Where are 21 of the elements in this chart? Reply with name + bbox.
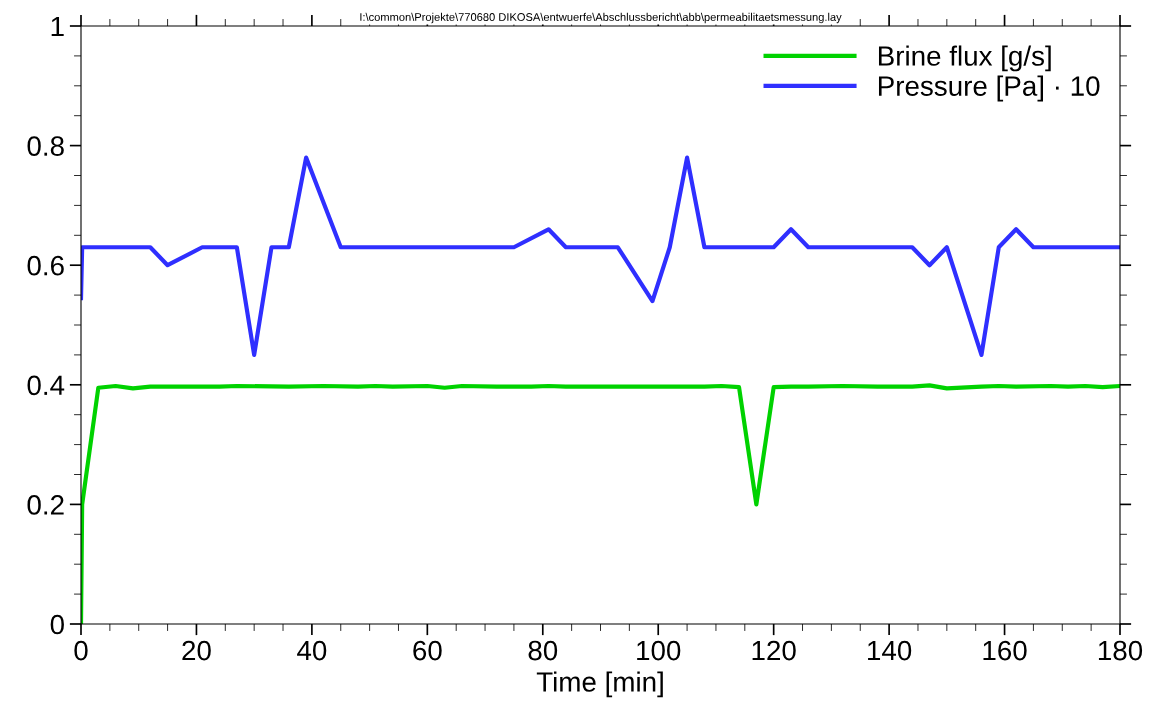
- text: I:\common\Projekte\770680 DIKOSA\entwuerfe\Abschlussbericht\abb\permeabilitaetsmessung.lay: [360, 12, 842, 24]
- y-tick-label: 0.8: [27, 136, 64, 156]
- y-tick-label: 0.4: [27, 375, 65, 396]
- x-tick-label: 140: [868, 640, 912, 661]
- x-tick-label: 0: [74, 640, 88, 661]
- x-tick-label: 40: [297, 640, 327, 661]
- x-tick-label: 60: [413, 640, 442, 661]
- x-tick-label: 20: [182, 640, 211, 661]
- x-tick-label: 160: [983, 640, 1027, 661]
- line-series: [81, 155, 1120, 357]
- x-axis-title: Time [min]: [536, 671, 663, 698]
- legend-label: Pressure [Pa] · 10: [878, 75, 1100, 102]
- x-tick-label: 120: [752, 640, 796, 661]
- y-tick-label: 0: [50, 614, 64, 635]
- y-tick-label: 0.2: [27, 495, 64, 515]
- x-tick-label: 180: [1098, 640, 1143, 661]
- y-tick-label: 0.6: [27, 255, 64, 276]
- y-tick-label: 1: [51, 16, 64, 37]
- x-tick-label: 80: [528, 640, 558, 661]
- legend-label: Brine flux [g/s]: [878, 45, 1051, 72]
- x-tick-label: 100: [637, 640, 681, 661]
